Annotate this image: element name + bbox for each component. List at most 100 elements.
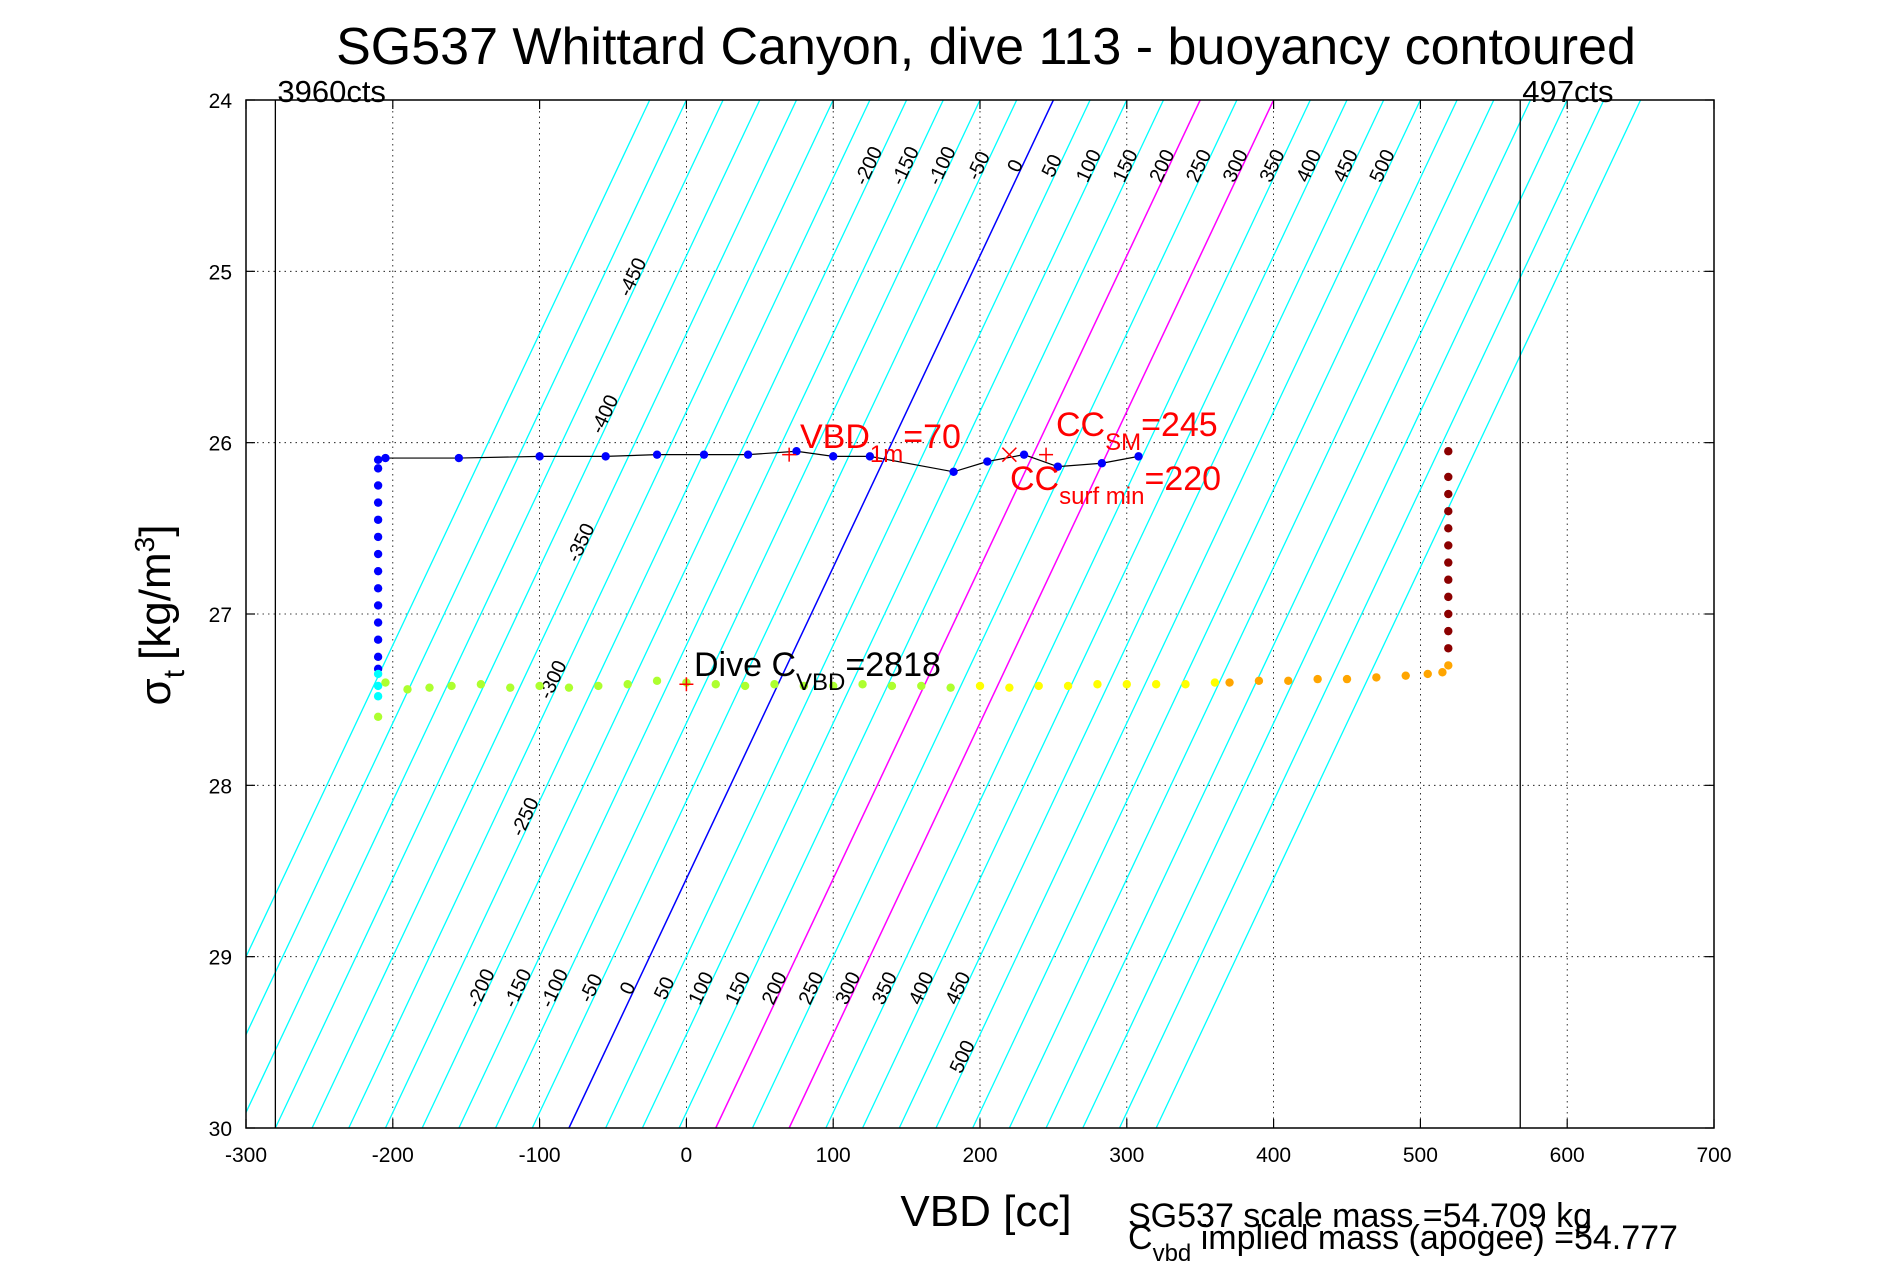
y-tick-label: 24: [209, 90, 233, 113]
y-tick-label: 30: [209, 1118, 232, 1141]
data-series: [373, 447, 1453, 721]
data-point: [373, 549, 383, 559]
marker-stroke: [1001, 447, 1017, 463]
y-axis-label: σt[kg/m3]: [129, 525, 191, 706]
x-tick-label: -300: [225, 1144, 267, 1167]
left-count-label: 3960cts: [277, 74, 386, 109]
count-lines: [274, 100, 1521, 1128]
y-tick-label: 25: [209, 261, 232, 284]
data-point: [743, 450, 753, 459]
data-point: [1444, 626, 1453, 636]
data-point: [1063, 681, 1073, 691]
data-point: [373, 692, 383, 701]
right-count-label: 497cts: [1522, 74, 1613, 109]
data-point: [1444, 609, 1453, 619]
x-axis-label: VBD [cc]: [900, 1187, 1071, 1236]
data-point: [917, 681, 926, 691]
data-point: [373, 635, 383, 644]
x-tick-label: -200: [372, 1144, 414, 1167]
data-point: [1151, 680, 1161, 689]
data-point: [792, 447, 801, 456]
data-point: [506, 683, 515, 692]
data-point: [1401, 671, 1410, 680]
contour-line: [246, 100, 651, 959]
data-point: [1372, 673, 1381, 682]
plus-marker: [679, 677, 694, 692]
data-point: [770, 680, 779, 689]
data-point: [1284, 676, 1293, 686]
data-point: [740, 681, 750, 691]
data-point: [1444, 661, 1453, 670]
contour-line: [1118, 100, 1605, 1128]
implied-mass-note: Cvbd implied mass (apogee) =54.777: [1128, 1219, 1678, 1262]
data-point: [1444, 592, 1453, 602]
data-point: [373, 618, 383, 627]
data-point: [373, 601, 383, 610]
x-tick-label: 100: [816, 1144, 851, 1167]
data-point: [949, 467, 958, 476]
data-point: [1034, 681, 1043, 691]
data-point: [983, 457, 992, 466]
data-point: [535, 681, 544, 691]
contour-line: [384, 100, 871, 1128]
data-point: [652, 676, 662, 686]
data-point: [1444, 507, 1453, 516]
data-point: [865, 452, 875, 461]
data-point: [476, 680, 486, 689]
contour-line: [246, 100, 724, 1114]
data-point: [1444, 524, 1453, 533]
data-point: [373, 532, 383, 542]
markers: [679, 447, 1054, 692]
x-tick-label: 500: [1403, 1144, 1438, 1167]
data-point: [711, 680, 720, 689]
data-point: [373, 464, 383, 473]
data-point: [564, 683, 574, 692]
data-point: [373, 498, 383, 507]
data-point: [381, 453, 390, 463]
data-point: [1342, 674, 1352, 684]
contour-line: [605, 100, 1091, 1128]
vbd-1m-annotation: VBD1m=70: [800, 418, 961, 468]
data-point: [373, 681, 383, 691]
data-point: [1438, 668, 1447, 677]
x-tick-label: 400: [1256, 1144, 1291, 1167]
x-marker: [1001, 447, 1017, 463]
data-point: [1005, 683, 1014, 692]
contour-line: [1082, 100, 1568, 1128]
data-point: [623, 680, 632, 689]
contour-line: [861, 100, 1348, 1128]
data-point: [381, 678, 390, 687]
contour-line: [246, 100, 687, 1037]
data-point: [1122, 680, 1132, 689]
contour-line: [311, 100, 798, 1128]
contour-line: [531, 100, 1018, 1128]
data-point: [1444, 644, 1453, 653]
data-point: [373, 584, 383, 593]
data-point: [829, 452, 838, 461]
axis-ticks: -300 -200 -100 0 100 200 300 400 500 600 700 24 25 26…: [209, 90, 1732, 1167]
data-point: [373, 669, 383, 679]
contour-line: [494, 100, 981, 1128]
data-point: [594, 681, 603, 691]
contour-line: [348, 100, 834, 1128]
contour-line: [788, 100, 1275, 1128]
contour-line: [1155, 100, 1642, 1128]
x-tick-label: 300: [1109, 1144, 1144, 1167]
data-point: [447, 681, 456, 691]
cc-surf-min-annotation: CCsurf min=220: [1010, 460, 1221, 510]
data-point: [858, 680, 867, 689]
contour-line: [972, 100, 1458, 1128]
data-point: [946, 683, 955, 692]
dive-cvbd-annotation: Dive CVBD=2818: [694, 646, 941, 696]
y-tick-label: 26: [209, 433, 232, 456]
buoyancy-contours: [246, 100, 1642, 1128]
data-point: [1423, 669, 1432, 679]
y-tick-label: 27: [209, 604, 232, 627]
scale-mass-note: SG537 scale mass =54.709 kg: [1128, 1197, 1592, 1235]
data-point: [1019, 450, 1029, 459]
contour-line: [1008, 100, 1495, 1128]
x-tick-label: 200: [962, 1144, 997, 1167]
grid: [246, 100, 1714, 1128]
contour-line: [1045, 100, 1532, 1128]
contour-line: [421, 100, 908, 1128]
